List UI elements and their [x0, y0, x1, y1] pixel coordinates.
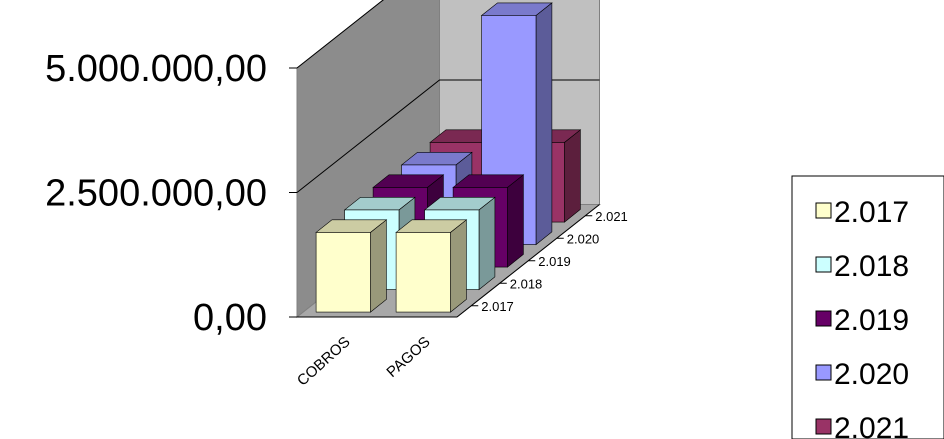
legend-label: 2.020 [834, 358, 909, 391]
gridline [296, 0, 384, 69]
legend-swatch [815, 364, 832, 381]
y-tick-label: 0,00 [193, 297, 267, 339]
legend-label: 2.021 [834, 412, 909, 439]
depth-tick-label: 2.018 [510, 276, 543, 291]
chart-bars [315, 2, 582, 313]
bar-side [450, 219, 467, 313]
bar-side [370, 219, 387, 313]
legend: 2.017 2.018 2.019 2.020 2.021 [791, 175, 944, 439]
bar-front [395, 232, 451, 313]
legend-label: 2.019 [834, 304, 909, 337]
depth-tick-label: 2.021 [595, 209, 628, 224]
legend-label: 2.018 [834, 250, 909, 283]
legend-swatch [815, 418, 832, 435]
depth-tick-label: 2.017 [481, 299, 514, 314]
x-tick-label: PAGOS [383, 333, 433, 381]
legend-label: 2.017 [834, 196, 909, 229]
bar-side [507, 174, 524, 268]
legend-swatch [815, 256, 832, 273]
depth-tick-label: 2.020 [567, 231, 600, 246]
depth-axis-labels: 2.017 2.018 2.019 2.020 2.021 [456, 204, 628, 318]
bar-side [535, 2, 553, 246]
y-tick-label: 2.500.000,00 [45, 173, 267, 215]
legend-swatch [815, 202, 832, 219]
bar-cobros-2.017 [315, 219, 388, 313]
x-tick-label: COBROS [294, 333, 354, 389]
y-tick-label: 5.000.000,00 [45, 48, 267, 90]
x-axis-labels: COBROS PAGOS [294, 316, 457, 389]
depth-tick-label: 2.019 [538, 254, 571, 269]
y-axis-labels: 0,00 2.500.000,00 5.000.000,00 [45, 48, 297, 339]
legend-swatch [815, 310, 832, 327]
bar-side [478, 196, 496, 291]
bar-side [564, 129, 581, 223]
legend-box [791, 175, 944, 439]
bar-front [315, 232, 371, 313]
bar-pagos-2.017 [395, 219, 468, 313]
